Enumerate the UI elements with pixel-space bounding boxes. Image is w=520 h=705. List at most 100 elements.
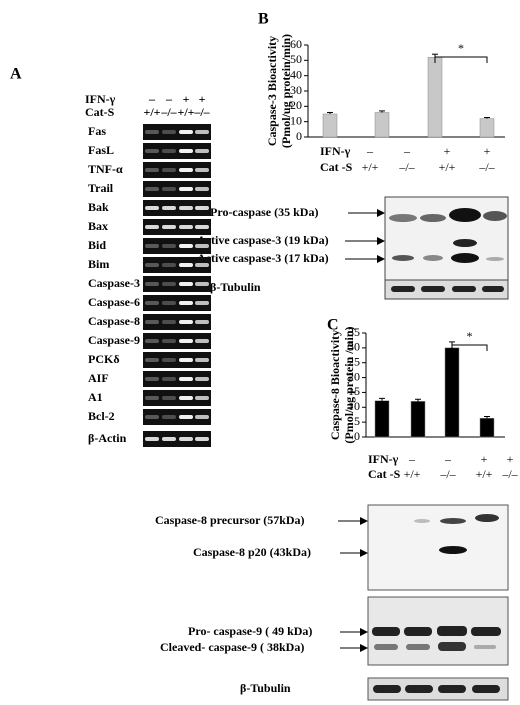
- significance-bracket: [451, 344, 488, 351]
- gel-band: [145, 415, 159, 419]
- gel-strip: [143, 390, 211, 406]
- bands: [372, 626, 501, 636]
- blot: [384, 196, 509, 284]
- gel-band: [179, 168, 193, 172]
- gel-band: [179, 396, 193, 400]
- gel-strip: [143, 124, 211, 140]
- gene-label: A1: [88, 390, 103, 404]
- y-tick-label: 25: [348, 354, 360, 368]
- loading-label: β-Tubulin: [240, 681, 291, 695]
- gel-band: [145, 377, 159, 381]
- gel-band: [145, 320, 159, 324]
- y-tick-label: 10: [348, 399, 360, 413]
- condition-value: +: [199, 92, 206, 106]
- condition-label: Cat -S: [368, 467, 401, 481]
- gene-label: TNF-α: [88, 162, 123, 176]
- gel-band: [162, 377, 176, 381]
- gel-strip: [143, 276, 211, 292]
- gel-band: [162, 301, 176, 305]
- band: [449, 208, 481, 222]
- gel-band: [179, 282, 193, 286]
- condition-value: –: [148, 92, 156, 106]
- condition-value: –/–: [478, 160, 495, 174]
- gene-label: Caspase-3: [88, 276, 140, 290]
- y-tick-label: 60: [290, 37, 302, 51]
- condition-label: Cat -S: [320, 160, 353, 174]
- band-label: Pro-caspase (35 kDa): [210, 205, 318, 219]
- y-tick-label: 30: [348, 340, 360, 354]
- condition-value: +/+: [177, 105, 194, 119]
- gel-strip: [143, 162, 211, 178]
- band-label: Pro- caspase-9 ( 49 kDa): [188, 624, 312, 638]
- gel-band: [179, 358, 193, 362]
- y-tick-label: 15: [348, 384, 360, 398]
- band: [475, 514, 499, 522]
- gel-band: [162, 263, 176, 267]
- significance-label: *: [458, 41, 464, 55]
- gel-band: [195, 437, 209, 441]
- bar: [374, 400, 390, 438]
- gel-band: [145, 282, 159, 286]
- condition-value: +/+: [362, 160, 379, 174]
- gel-band: [162, 168, 176, 172]
- gel-band: [145, 301, 159, 305]
- gel-band: [145, 187, 159, 191]
- band: [420, 214, 446, 222]
- significance-label: *: [467, 329, 473, 343]
- gel-strip: [143, 200, 211, 216]
- band: [483, 211, 507, 221]
- y-tick-label: 50: [290, 52, 302, 66]
- condition-value: +/+: [439, 160, 456, 174]
- y-axis-label: Caspase-3 Bioactivity: [265, 36, 279, 146]
- gel-band: [195, 187, 209, 191]
- condition-value: –: [403, 144, 411, 158]
- bar: [479, 418, 495, 438]
- gel-band: [195, 396, 209, 400]
- condition-label: IFN-γ: [85, 92, 116, 106]
- gel-band: [145, 244, 159, 248]
- gel-strip: [143, 431, 211, 447]
- condition-value: –/–: [398, 160, 415, 174]
- gel-band: [162, 130, 176, 134]
- y-tick-label: 40: [290, 67, 302, 81]
- gene-label: Caspase-8: [88, 314, 140, 328]
- y-axis-label: (Pmol/ug protein/min): [279, 34, 293, 148]
- gel-band: [179, 263, 193, 267]
- gel-band: [145, 396, 159, 400]
- condition-value: +/+: [404, 467, 421, 481]
- gene-label: Caspase-6: [88, 295, 140, 309]
- gel-band: [179, 244, 193, 248]
- condition-value: +: [481, 452, 488, 466]
- condition-value: +: [484, 144, 491, 158]
- gel-band: [162, 282, 176, 286]
- gel-band: [162, 320, 176, 324]
- gel-band: [195, 168, 209, 172]
- gel-strip: [143, 257, 211, 273]
- bands: [374, 642, 496, 651]
- gene-label: Bid: [88, 238, 106, 252]
- y-tick-label: 0: [296, 129, 302, 143]
- gel-band: [145, 437, 159, 441]
- gel-band: [179, 339, 193, 343]
- gene-label: Bim: [88, 257, 109, 271]
- bar: [444, 347, 460, 438]
- condition-value: +/+: [143, 105, 160, 119]
- band-label: Caspase-8 p20 (43kDa): [193, 545, 311, 559]
- gene-label: FasL: [88, 143, 114, 157]
- band: [486, 257, 504, 261]
- gel-strip: [143, 143, 211, 159]
- gel-strip: [143, 238, 211, 254]
- y-tick-label: 10: [290, 113, 302, 127]
- tubulin-bands: [373, 685, 500, 693]
- band-label: Active caspase-3 (19 kDa): [197, 233, 329, 247]
- gene-label: Bax: [88, 219, 108, 233]
- band: [414, 519, 430, 523]
- band: [392, 255, 414, 261]
- gel-band: [195, 149, 209, 153]
- tubulin-bands: [391, 286, 504, 292]
- condition-value: –: [366, 144, 374, 158]
- gel-band: [179, 187, 193, 191]
- y-tick-label: 20: [290, 98, 302, 112]
- gel-strip: [143, 219, 211, 235]
- gel-band: [145, 358, 159, 362]
